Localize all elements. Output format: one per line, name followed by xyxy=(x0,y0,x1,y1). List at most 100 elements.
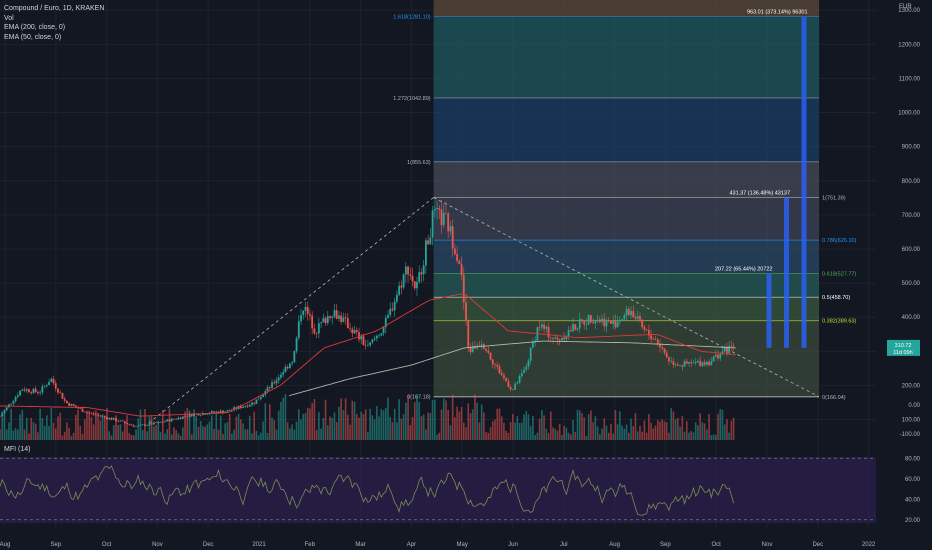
volume-bar xyxy=(456,406,458,440)
candle-body xyxy=(623,315,626,320)
volume-bar xyxy=(612,433,614,440)
candle-body xyxy=(30,392,33,393)
candle-body xyxy=(424,240,427,266)
candle-body xyxy=(605,320,608,327)
volume-bars xyxy=(0,394,735,440)
volume-bar xyxy=(491,421,494,440)
fib-zone xyxy=(433,197,820,241)
candle-body xyxy=(170,418,173,422)
volume-bar xyxy=(449,425,452,440)
volume-bar xyxy=(168,408,171,440)
candle-body xyxy=(206,414,209,415)
volume-bar xyxy=(231,433,233,440)
volume-bar xyxy=(291,424,293,440)
candle-body xyxy=(552,337,554,339)
volume-bar xyxy=(623,428,626,440)
candle-body xyxy=(561,337,563,341)
volume-bar xyxy=(70,435,73,440)
candle-body xyxy=(177,417,180,420)
volume-bar xyxy=(68,427,70,440)
volume-bar xyxy=(257,435,260,440)
volume-bar xyxy=(135,429,137,440)
volume-bar xyxy=(99,420,102,440)
volume-bar xyxy=(382,410,385,440)
candle-body xyxy=(266,387,269,392)
volume-bar xyxy=(656,420,659,440)
volume-bar xyxy=(543,415,545,440)
candle-body xyxy=(404,266,407,275)
time-tick-label: Feb xyxy=(305,542,316,548)
candle-body xyxy=(63,398,66,401)
volume-bar xyxy=(690,431,693,440)
candle-body xyxy=(57,388,59,393)
candle-body xyxy=(578,319,581,329)
volume-bar xyxy=(436,434,438,440)
candle-body xyxy=(705,361,708,365)
candle-body xyxy=(699,360,702,367)
candle-body xyxy=(259,397,262,399)
candle-body xyxy=(355,329,358,333)
volume-bar xyxy=(563,425,565,440)
volume-bar xyxy=(19,414,21,440)
mfi-tick-label: 40.00 xyxy=(905,497,921,503)
volume-bar xyxy=(202,426,204,440)
fib-level-label: 1(751.39) xyxy=(822,195,846,201)
volume-bar xyxy=(636,431,639,440)
candle-body xyxy=(703,362,706,365)
candle-body xyxy=(0,416,1,417)
volume-bar xyxy=(206,424,209,440)
candle-body xyxy=(210,411,213,414)
candle-body xyxy=(632,311,635,318)
volume-bar xyxy=(244,429,247,440)
candle-body xyxy=(291,362,294,364)
fib-level-label: 0.382(389.63) xyxy=(822,319,856,325)
volume-bar xyxy=(534,434,536,440)
volume-bar xyxy=(364,409,367,440)
candle-body xyxy=(652,339,655,340)
volume-bar xyxy=(1,411,4,440)
volume-bar xyxy=(476,402,478,440)
candle-body xyxy=(697,360,699,362)
candle-body xyxy=(418,272,421,282)
volume-bar xyxy=(694,422,697,440)
candle-body xyxy=(293,351,296,363)
candle-body xyxy=(179,417,182,419)
time-tick-label: May xyxy=(457,542,468,548)
volume-bar xyxy=(489,427,492,440)
volume-bar xyxy=(92,424,95,440)
candle-body xyxy=(520,373,523,377)
ema200-legend: EMA (200, close, 0) xyxy=(4,24,66,32)
volume-bar xyxy=(300,419,302,440)
candle-body xyxy=(43,385,46,387)
volume-bar xyxy=(275,429,278,440)
volume-bar xyxy=(496,408,499,440)
volume-bar xyxy=(253,411,255,440)
volume-bar xyxy=(592,422,594,440)
candle-body xyxy=(268,387,271,389)
volume-bar xyxy=(146,431,148,440)
volume-bar xyxy=(672,411,675,440)
volume-bar xyxy=(235,416,238,440)
price-tick-label: 500.00 xyxy=(902,281,921,287)
candle-body xyxy=(627,309,630,315)
fib-level-label: 0.786(626.10) xyxy=(822,238,856,244)
candle-body xyxy=(164,421,166,423)
volume-bar xyxy=(59,412,62,440)
volume-bar xyxy=(213,428,215,440)
candle-body xyxy=(219,410,222,414)
candle-body xyxy=(574,324,577,330)
fib-zone xyxy=(433,97,820,162)
volume-bar xyxy=(427,412,429,440)
candle-body xyxy=(436,208,438,209)
candle-body xyxy=(610,320,612,324)
fib-zone xyxy=(433,240,820,274)
candle-body xyxy=(525,366,528,370)
volume-bar xyxy=(43,425,46,440)
volume-bar xyxy=(405,402,407,440)
candle-body xyxy=(130,424,133,426)
candle-body xyxy=(248,404,251,407)
volume-bar xyxy=(688,432,690,440)
candle-body xyxy=(427,240,430,245)
volume-bar xyxy=(536,432,539,440)
